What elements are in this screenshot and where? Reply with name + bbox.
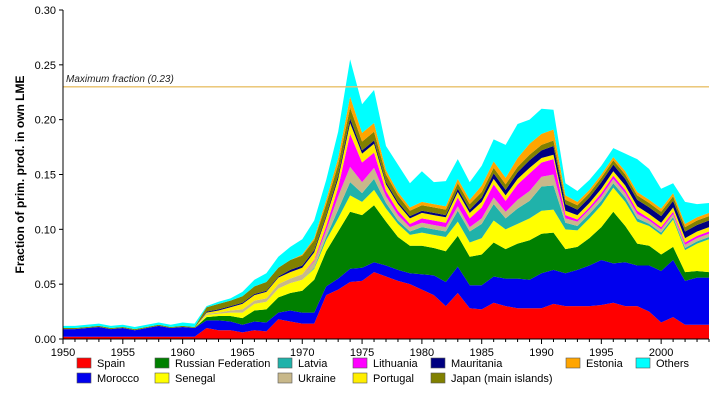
legend-item-spain: Spain [76,357,125,370]
legend-label: Lithuania [373,358,419,370]
y-tick-label: 0.30 [35,5,56,17]
legend-swatch [154,372,170,384]
legend-label: Morocco [97,373,139,385]
legend-swatch [635,357,651,369]
legend-swatch [76,357,92,369]
legend-label: Russian Federation [175,358,270,370]
axes-layer: 0.00 0.05 0.10 0.15 0.20 0.25 0.30 1950 1955 1960… [13,5,710,359]
legend-label: Mauritania [451,358,503,370]
x-tick-label: 1995 [589,347,613,359]
x-tick-label: 2000 [649,347,673,359]
legend-label: Spain [97,358,125,370]
x-tick-label: 1955 [111,347,135,359]
area-morocco [63,260,709,337]
x-tick-label: 1970 [290,347,314,359]
legend-swatch [352,357,368,369]
area-spain [63,272,709,339]
legend-item-ukraine: Ukraine [277,372,336,385]
area-layer [63,59,709,339]
legend-label: Japan (main islands) [451,373,553,385]
x-tick-label: 1960 [170,347,194,359]
legend-item-lithuania: Lithuania [352,357,419,370]
area-ukraine [63,166,709,331]
legend: Spain Russian Federation Latvia Lithuania Ma… [76,357,690,385]
legend-swatch [565,357,581,369]
legend-item-latvia: Latvia [277,357,328,370]
y-tick-label: 0.20 [35,115,56,127]
legend-item-others: Others [635,357,690,370]
area-others [63,59,709,330]
legend-swatch [430,372,446,384]
x-tick-label: 1985 [469,347,493,359]
legend-label: Portugal [373,373,414,385]
legend-swatch [430,357,446,369]
legend-label: Others [656,358,690,370]
legend-swatch [154,357,170,369]
y-tick-label: 0.00 [35,334,56,346]
x-tick-label: 1965 [230,347,254,359]
legend-item-japan-main-islands: Japan (main islands) [430,372,553,385]
legend-swatch [277,372,293,384]
legend-item-portugal: Portugal [352,372,414,385]
legend-item-mauritania: Mauritania [430,357,503,370]
legend-label: Senegal [175,373,215,385]
annotation-layer: Maximum fraction (0.23) [63,74,709,88]
y-tick-label: 0.25 [35,60,56,72]
legend-label: Estonia [586,358,624,370]
legend-item-russian-federation: Russian Federation [154,357,270,370]
legend-swatch [76,372,92,384]
area-senegal [63,187,709,331]
y-tick-label: 0.10 [35,224,56,236]
max-fraction-label: Maximum fraction (0.23) [66,74,174,85]
x-tick-label: 1950 [51,347,75,359]
x-tick-label: 1975 [350,347,374,359]
x-tick-label: 1990 [529,347,553,359]
legend-item-senegal: Senegal [154,372,215,385]
y-tick-label: 0.05 [35,279,56,291]
legend-swatch [352,372,368,384]
y-axis-title: Fraction of prim. prod. in own LME [13,76,27,274]
legend-item-morocco: Morocco [76,372,139,385]
legend-label: Latvia [298,358,328,370]
area-russian-federation [63,205,709,331]
legend-item-estonia: Estonia [565,357,624,370]
legend-label: Ukraine [298,373,336,385]
y-tick-label: 0.15 [35,170,56,182]
x-tick-label: 1980 [410,347,434,359]
legend-swatch [277,357,293,369]
